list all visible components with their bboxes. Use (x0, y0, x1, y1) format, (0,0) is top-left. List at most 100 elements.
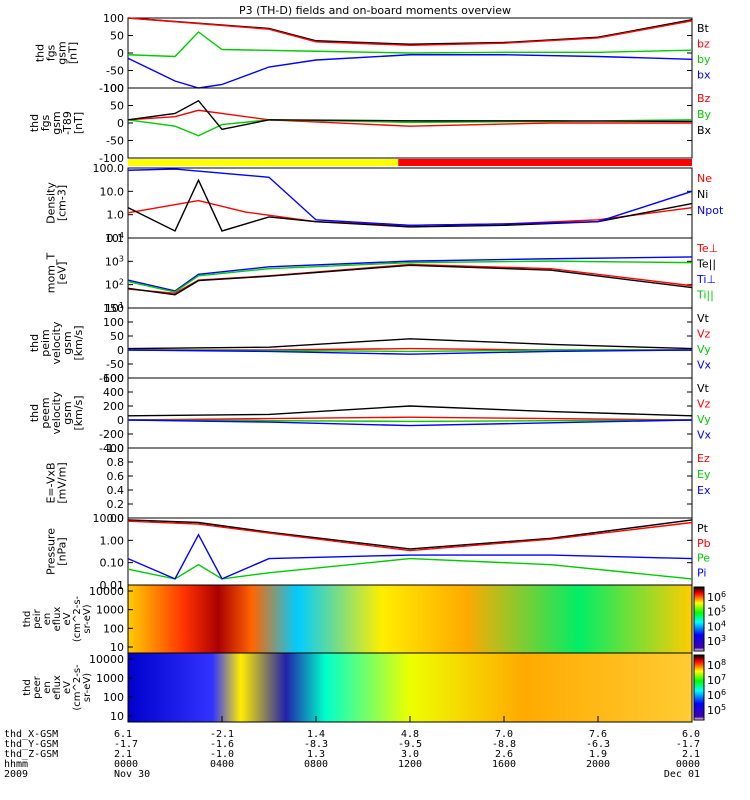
time-axis: thd_X-GSMthd_Y-GSMthd_Z-GSMhhmm20096.1-1… (4, 716, 700, 780)
legend-label: Bt (697, 22, 710, 35)
x-tick-label: 6.0 (682, 729, 700, 740)
colorbar (693, 654, 705, 721)
legend-label: Te⊥ (696, 242, 718, 255)
y-tick-label: 400 (103, 386, 124, 399)
x-tick-label: Nov 30 (114, 769, 150, 780)
y-tick-label: -200 (99, 428, 124, 441)
ephemeris-row-label: thd_X-GSM (4, 729, 58, 740)
y-tick-label: 100 (103, 691, 124, 704)
y-tick-label: 0.10 (100, 557, 125, 570)
legend-label: By (697, 108, 712, 121)
y-axis-label: [nT] (67, 42, 80, 64)
spectrogram-peir_en_eflux: 10000 1000 100 10 thd peir en eflux eV (cm^2-s-sr… (22, 584, 726, 654)
panel-frame (127, 447, 693, 519)
y-tick-label: 10 (110, 641, 124, 654)
y-tick-label: 10 (110, 710, 124, 723)
y-axis-label: velocity (50, 321, 63, 364)
y-axis-label: [mV/m] (56, 462, 69, 503)
panel-density: 100.0 10.0 1.0 0.1 Density[cm-3] Ne Ni Npot (45, 162, 724, 245)
x-tick-label: 2.1 (682, 749, 700, 760)
x-tick-label: 2000 (586, 759, 610, 770)
y-axis-label: -T89 (61, 111, 74, 135)
y-axis-label: [nT] (72, 112, 85, 134)
x-tick-label: 2.6 (495, 749, 513, 760)
series-line-vt (127, 338, 693, 350)
y-axis-label: [km/s] (72, 395, 85, 430)
legend-label: bz (697, 38, 710, 51)
series-line-bx (127, 99, 693, 131)
series-line-npot (127, 168, 693, 227)
colorbar-tick-label: 105 (707, 703, 726, 717)
y-axis-label: (cm^2-s- (72, 664, 83, 711)
y-axis-label: gsm (56, 41, 69, 64)
series-line-ti⊥ (127, 256, 693, 292)
y-axis-label: gsm (50, 111, 63, 134)
y-tick-label: 50 (110, 330, 124, 343)
mode-bar-segment (398, 159, 692, 166)
series-line-bz (127, 17, 693, 47)
y-axis-label: [nPa] (56, 537, 69, 565)
y-axis-label: thd (22, 611, 33, 628)
y-axis-label: en (42, 681, 53, 694)
colorbar (693, 586, 705, 652)
y-axis-label: gsm (61, 331, 74, 354)
y-tick-label: -50 (106, 65, 124, 78)
y-tick-label: 104 (105, 231, 124, 245)
y-axis-label: eflux (52, 675, 63, 700)
colorbar-tick-label: 107 (707, 673, 726, 687)
y-tick-label: 103 (105, 254, 124, 268)
y-axis-label: peem (39, 397, 52, 428)
y-tick-label: 0.4 (107, 484, 125, 497)
x-tick-label: 0000 (114, 759, 138, 770)
legend-label: Vy (697, 413, 711, 426)
x-tick-label: 1.9 (589, 749, 607, 760)
colorbar-tick-label: 104 (707, 619, 726, 633)
ephemeris-row-label: 2009 (4, 769, 28, 780)
y-axis-label: gsm (61, 401, 74, 424)
colorbar-tick-label: 106 (707, 590, 726, 604)
x-tick-label: 2.1 (114, 749, 132, 760)
y-axis-label: sr-eV) (82, 604, 93, 633)
x-tick-label: 4.8 (401, 729, 419, 740)
legend-label: Vx (697, 359, 712, 372)
y-tick-label: 0 (117, 117, 124, 130)
y-tick-label: 50 (110, 100, 124, 113)
legend-label: Ti|| (696, 289, 714, 302)
spectrogram-peer_en_eflux: 10000 1000 100 10 thd peer en eflux eV (cm^2-s-sr… (22, 652, 726, 723)
y-tick-label: 10.00 (93, 512, 125, 525)
legend-label: Ti⊥ (696, 273, 716, 286)
series-line-ti|| (127, 260, 693, 293)
y-axis-label: peir (32, 608, 43, 628)
x-tick-label: -9.5 (398, 739, 422, 750)
y-tick-label: 0 (117, 414, 124, 427)
spectrogram-image (128, 653, 692, 722)
series-line-by (127, 119, 693, 137)
x-tick-label: -2.1 (210, 729, 234, 740)
y-axis-label: Density (45, 182, 58, 224)
y-axis-label: peer (32, 675, 43, 699)
series-line-ni (127, 178, 693, 232)
x-tick-label: -1.6 (210, 739, 234, 750)
x-tick-label: 1600 (492, 759, 516, 770)
y-axis-label: sr-eV) (82, 673, 93, 702)
y-tick-label: 0.2 (107, 498, 125, 511)
y-tick-label: 1000 (96, 672, 124, 685)
y-axis-label: [eV] (56, 262, 69, 285)
spectrogram-image (128, 585, 692, 653)
series-line-te|| (127, 264, 693, 296)
legend-label: Pe (697, 552, 710, 565)
mode-bar-segment (128, 159, 399, 166)
x-tick-label: 1.3 (307, 749, 325, 760)
y-tick-label: 100 (103, 12, 124, 25)
series-line-te⊥ (127, 263, 693, 294)
y-tick-label: -100 (99, 372, 124, 385)
panel-frame (127, 307, 693, 379)
legend-label: Vt (697, 312, 710, 325)
y-axis-label: E=-VxB (45, 462, 58, 503)
x-tick-label: 7.0 (495, 729, 513, 740)
series-line-pt (127, 519, 693, 550)
y-tick-label: 100.0 (93, 162, 125, 175)
y-tick-label: 100 (103, 82, 124, 95)
